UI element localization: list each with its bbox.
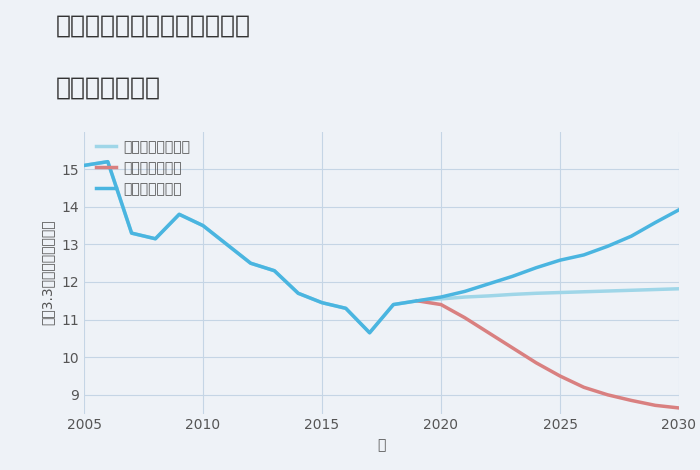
Text: 三重県桑名市長島町下坂手の: 三重県桑名市長島町下坂手の — [56, 14, 251, 38]
グッドシナリオ — [294, 290, 302, 296]
バッドシナリオ — [603, 392, 612, 398]
グッドシナリオ — [127, 230, 136, 236]
グッドシナリオ — [270, 268, 279, 274]
Legend: ノーマルシナリオ, バッドシナリオ, グッドシナリオ: ノーマルシナリオ, バッドシナリオ, グッドシナリオ — [90, 134, 196, 202]
グッドシナリオ — [318, 300, 326, 306]
ノーマルシナリオ — [389, 302, 398, 307]
グッドシナリオ — [484, 281, 493, 287]
バッドシナリオ — [532, 360, 540, 366]
グッドシナリオ — [532, 265, 540, 271]
バッドシナリオ — [508, 345, 517, 351]
グッドシナリオ — [675, 207, 683, 212]
グッドシナリオ — [461, 289, 469, 294]
ノーマルシナリオ — [508, 291, 517, 297]
グッドシナリオ — [413, 298, 421, 304]
グッドシナリオ — [175, 212, 183, 217]
ノーマルシナリオ — [627, 288, 636, 293]
ノーマルシナリオ — [461, 294, 469, 300]
ノーマルシナリオ — [104, 159, 112, 164]
グッドシナリオ — [556, 258, 564, 263]
グッドシナリオ — [580, 252, 588, 258]
グッドシナリオ — [365, 330, 374, 336]
ノーマルシナリオ — [318, 300, 326, 306]
ノーマルシナリオ — [532, 290, 540, 296]
Line: バッドシナリオ: バッドシナリオ — [417, 301, 679, 408]
バッドシナリオ — [437, 302, 445, 307]
グッドシナリオ — [627, 233, 636, 239]
ノーマルシナリオ — [246, 260, 255, 266]
ノーマルシナリオ — [365, 330, 374, 336]
ノーマルシナリオ — [675, 286, 683, 291]
Text: 土地の価格推移: 土地の価格推移 — [56, 75, 161, 99]
グッドシナリオ — [151, 236, 160, 242]
バッドシナリオ — [484, 330, 493, 336]
バッドシナリオ — [675, 405, 683, 411]
ノーマルシナリオ — [199, 223, 207, 228]
ノーマルシナリオ — [294, 290, 302, 296]
バッドシナリオ — [413, 298, 421, 304]
ノーマルシナリオ — [270, 268, 279, 274]
ノーマルシナリオ — [437, 296, 445, 302]
ノーマルシナリオ — [151, 236, 160, 242]
Y-axis label: 坪（3.3㎡）単価（万円）: 坪（3.3㎡）単価（万円） — [41, 220, 55, 325]
バッドシナリオ — [556, 373, 564, 379]
ノーマルシナリオ — [603, 288, 612, 294]
ノーマルシナリオ — [342, 306, 350, 311]
グッドシナリオ — [104, 159, 112, 164]
バッドシナリオ — [580, 384, 588, 390]
グッドシナリオ — [80, 163, 88, 168]
ノーマルシナリオ — [580, 289, 588, 295]
グッドシナリオ — [508, 274, 517, 279]
ノーマルシナリオ — [484, 293, 493, 299]
グッドシナリオ — [199, 223, 207, 228]
グッドシナリオ — [246, 260, 255, 266]
グッドシナリオ — [342, 306, 350, 311]
グッドシナリオ — [651, 220, 659, 226]
グッドシナリオ — [603, 243, 612, 249]
X-axis label: 年: 年 — [377, 438, 386, 452]
ノーマルシナリオ — [175, 212, 183, 217]
グッドシナリオ — [223, 242, 231, 247]
ノーマルシナリオ — [223, 242, 231, 247]
バッドシナリオ — [651, 402, 659, 408]
グッドシナリオ — [437, 294, 445, 300]
ノーマルシナリオ — [80, 163, 88, 168]
ノーマルシナリオ — [651, 287, 659, 292]
Line: ノーマルシナリオ: ノーマルシナリオ — [84, 162, 679, 333]
グッドシナリオ — [389, 302, 398, 307]
バッドシナリオ — [461, 315, 469, 321]
バッドシナリオ — [627, 398, 636, 403]
Line: グッドシナリオ: グッドシナリオ — [84, 162, 679, 333]
ノーマルシナリオ — [413, 298, 421, 304]
ノーマルシナリオ — [127, 230, 136, 236]
ノーマルシナリオ — [556, 290, 564, 295]
